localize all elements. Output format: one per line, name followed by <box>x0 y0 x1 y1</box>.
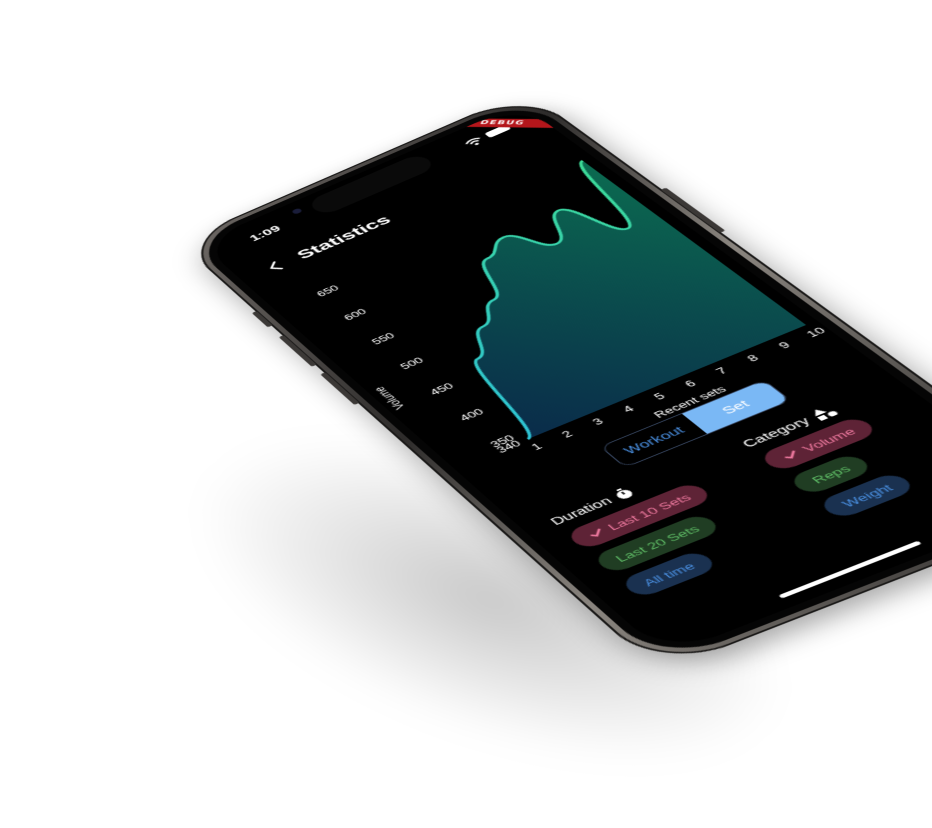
y-tick-label: 500 <box>399 356 428 371</box>
category-filter: Category Volume Reps <box>739 400 932 526</box>
y-tick-label: 550 <box>370 332 398 347</box>
chip-label: Volume <box>799 426 859 454</box>
y-tick-label: 450 <box>428 382 457 398</box>
chip-label: Reps <box>808 463 854 486</box>
x-tick-label: 7 <box>714 366 731 376</box>
x-tick-label: 2 <box>560 430 576 440</box>
shapes-icon <box>808 404 840 421</box>
status-time: 1:09 <box>247 224 284 244</box>
x-tick-label: 4 <box>621 404 638 414</box>
y-tick-label: 600 <box>342 307 370 322</box>
phone-frame: 1:09 DEBUG Statistics <box>178 91 932 673</box>
back-arrow-icon[interactable] <box>262 259 289 275</box>
wifi-icon <box>462 136 486 149</box>
front-camera <box>291 208 303 215</box>
y-tick-label: 400 <box>458 407 487 423</box>
y-tick-label: 650 <box>315 284 342 299</box>
x-tick-label: 3 <box>591 417 608 427</box>
check-icon <box>780 449 801 460</box>
check-icon <box>586 527 606 538</box>
chip-label: All time <box>640 560 698 588</box>
x-tick-label: 8 <box>745 353 762 363</box>
chip-label: Weight <box>838 482 896 509</box>
x-tick-label: 1 <box>530 442 546 452</box>
x-tick-label: 6 <box>683 379 700 389</box>
x-tick-label: 5 <box>652 392 669 402</box>
phone-scene: 1:09 DEBUG Statistics <box>0 0 932 799</box>
stopwatch-icon <box>611 486 637 501</box>
x-tick-label: 10 <box>805 326 830 339</box>
x-tick-label: 9 <box>777 341 794 351</box>
